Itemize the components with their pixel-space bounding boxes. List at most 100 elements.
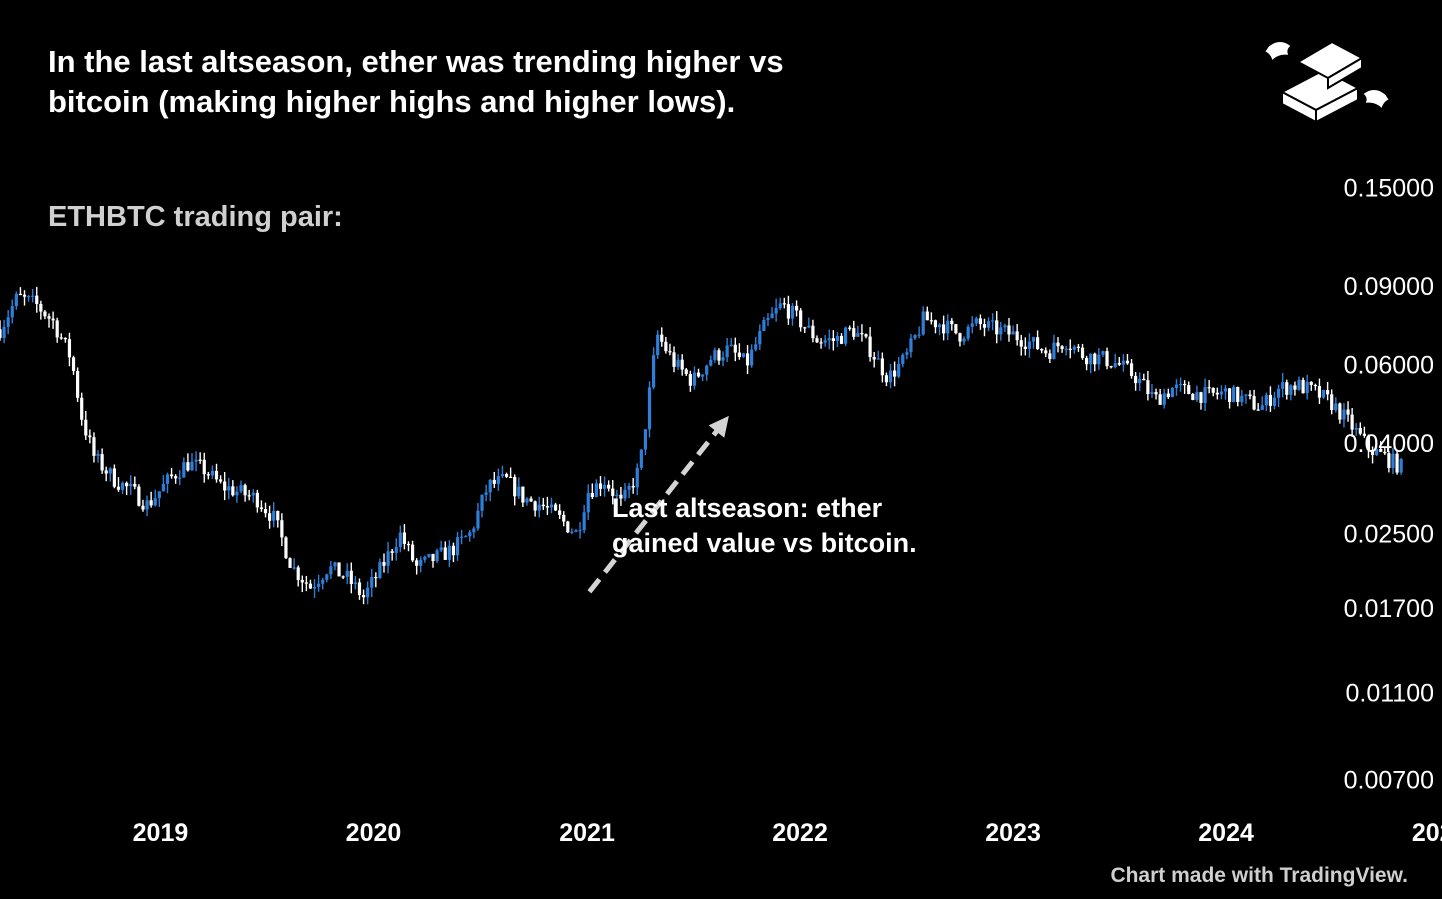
candle-body — [745, 353, 750, 366]
candle-body — [1199, 392, 1203, 404]
candle-body — [1109, 366, 1113, 368]
candle-body — [153, 498, 157, 506]
candle-body — [933, 320, 938, 328]
candle-body — [1305, 381, 1309, 394]
candle-body — [361, 595, 366, 598]
candle-body — [725, 345, 729, 358]
candle-body — [1240, 395, 1244, 403]
candle-body — [549, 504, 554, 508]
candle-body — [382, 561, 386, 566]
candle-body — [794, 305, 799, 311]
candle-body — [1301, 379, 1305, 394]
candle-body — [92, 437, 96, 456]
candle-body — [1125, 360, 1130, 364]
y-tick-label: 0.01100 — [1345, 679, 1434, 707]
candle-body — [880, 358, 884, 376]
candle-body — [680, 359, 684, 370]
candle-body — [455, 537, 460, 556]
candle-body — [942, 324, 946, 334]
candle-body — [63, 337, 67, 340]
candle-body — [692, 372, 697, 386]
candle-body — [1379, 448, 1383, 452]
candle-body — [978, 318, 982, 325]
candle-body — [905, 352, 909, 355]
chart-subtitle: ETHBTC trading pair: — [48, 201, 343, 233]
candle-body — [1052, 342, 1056, 360]
candle-body — [259, 507, 264, 510]
candle-body — [517, 486, 521, 497]
candle-body — [545, 506, 549, 508]
candle-body — [100, 454, 104, 471]
y-tick-label: 0.01700 — [1344, 595, 1434, 623]
candle-body — [1158, 394, 1162, 405]
candle-body — [525, 498, 529, 503]
candle-body — [1203, 387, 1207, 404]
candle-body — [1395, 453, 1399, 473]
candle-body — [558, 510, 562, 515]
candle-body — [35, 295, 39, 304]
candle-body — [848, 327, 852, 329]
candle-body — [1117, 363, 1121, 365]
candle-body — [872, 357, 876, 360]
candle-body — [84, 419, 88, 436]
candle-body — [598, 483, 603, 489]
candle-body — [1178, 383, 1183, 386]
candle-body — [1174, 384, 1179, 388]
candle-body — [672, 352, 676, 367]
candle-body — [14, 293, 18, 307]
candle-body — [402, 532, 407, 544]
candle-body — [1354, 428, 1358, 430]
candle-body — [321, 579, 325, 584]
candle-body — [186, 462, 190, 471]
candle-body — [1211, 387, 1215, 393]
candle-body — [1289, 385, 1293, 395]
y-tick-label: 0.15000 — [1344, 174, 1434, 202]
candle-body — [280, 520, 284, 538]
candle-body — [370, 577, 374, 588]
candle-body — [1089, 353, 1093, 365]
candle-body — [897, 363, 901, 377]
winged-stack-logo-icon — [1262, 40, 1392, 124]
arrow-head — [708, 415, 729, 438]
candle-body — [1358, 428, 1362, 434]
candle-body — [888, 370, 893, 383]
y-axis: 0.15000 0.09000 0.06000 0.04000 0.02500 0.017… — [1344, 174, 1434, 794]
candle-body — [451, 545, 456, 556]
candle-body — [741, 353, 746, 357]
candle-body — [582, 512, 586, 531]
candle-body — [615, 494, 619, 496]
candle-body — [966, 326, 970, 339]
candle-body — [504, 474, 509, 477]
candle-body — [917, 334, 921, 336]
y-tick-label: 0.00700 — [1344, 767, 1434, 795]
candle-body — [255, 492, 259, 508]
candle-body — [308, 583, 313, 589]
candle-body — [1056, 342, 1060, 347]
candle-body — [26, 296, 31, 298]
candle-body — [668, 351, 672, 353]
candle-body — [750, 349, 754, 366]
candle-body — [651, 355, 656, 388]
candle-body — [415, 560, 419, 566]
candle-body — [18, 293, 23, 296]
candle-body — [1162, 393, 1166, 405]
candle-body — [1085, 357, 1089, 365]
candle-body — [243, 485, 247, 496]
candle-body — [537, 504, 541, 511]
candle-body — [623, 489, 627, 499]
candle-body — [876, 358, 880, 360]
candle-body — [1244, 394, 1248, 396]
candle-body — [1097, 354, 1101, 365]
candle-body — [1101, 351, 1105, 355]
candle-body — [218, 479, 223, 482]
tradingview-credit: Chart made with TradingView. — [1110, 864, 1408, 887]
candle-body — [178, 477, 182, 479]
candle-body — [284, 537, 288, 559]
candle-body — [1387, 453, 1391, 468]
candle-body — [1350, 414, 1354, 430]
candle-body — [419, 559, 423, 566]
candle-body — [799, 310, 803, 328]
candle-body — [1076, 346, 1081, 348]
candle-body — [991, 320, 995, 322]
candle-body — [251, 492, 255, 496]
